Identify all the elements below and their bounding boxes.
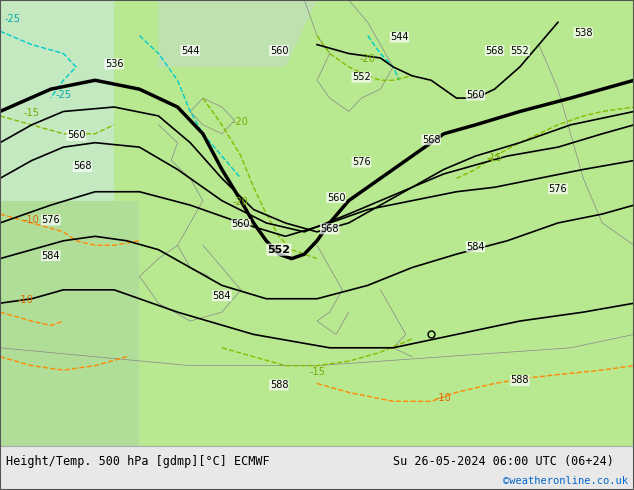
Text: Height/Temp. 500 hPa [gdmp][°C] ECMWF: Height/Temp. 500 hPa [gdmp][°C] ECMWF: [6, 455, 270, 468]
Text: -10: -10: [436, 393, 451, 403]
Text: -10: -10: [24, 215, 39, 225]
Polygon shape: [158, 0, 317, 67]
Polygon shape: [0, 0, 634, 446]
Text: -15: -15: [23, 108, 40, 118]
Text: 576: 576: [352, 157, 371, 167]
Text: 552: 552: [268, 245, 290, 255]
Text: 552: 552: [352, 72, 371, 82]
Text: 536: 536: [105, 59, 124, 69]
Text: 588: 588: [269, 380, 288, 390]
Text: 560: 560: [269, 46, 288, 55]
Text: 584: 584: [466, 242, 485, 252]
Text: -25: -25: [55, 90, 72, 100]
Text: 568: 568: [73, 161, 92, 172]
Polygon shape: [0, 0, 114, 201]
Text: -15: -15: [486, 152, 503, 163]
Text: 568: 568: [422, 135, 441, 145]
Text: 588: 588: [510, 375, 529, 386]
Text: 560: 560: [67, 130, 86, 140]
Text: 544: 544: [181, 46, 200, 55]
Text: -20: -20: [233, 197, 249, 207]
Text: Su 26-05-2024 06:00 UTC (06+24): Su 26-05-2024 06:00 UTC (06+24): [393, 455, 614, 468]
Text: 560: 560: [231, 220, 250, 229]
Text: 560: 560: [466, 90, 485, 100]
Text: -25: -25: [4, 14, 21, 24]
Text: 568: 568: [320, 224, 339, 234]
Text: 584: 584: [41, 250, 60, 261]
Text: -20: -20: [233, 117, 249, 127]
Text: -15: -15: [309, 367, 325, 376]
Text: 552: 552: [510, 46, 529, 55]
Polygon shape: [0, 201, 139, 446]
Text: 576: 576: [548, 184, 567, 194]
Text: 544: 544: [390, 32, 409, 42]
Text: ©weatheronline.co.uk: ©weatheronline.co.uk: [503, 476, 628, 486]
Text: -20: -20: [359, 54, 376, 64]
Text: 560: 560: [327, 193, 346, 203]
Text: 568: 568: [485, 46, 504, 55]
Text: 576: 576: [41, 215, 60, 225]
Text: 538: 538: [574, 27, 593, 38]
Text: 584: 584: [212, 291, 231, 301]
Text: -10: -10: [18, 295, 33, 305]
